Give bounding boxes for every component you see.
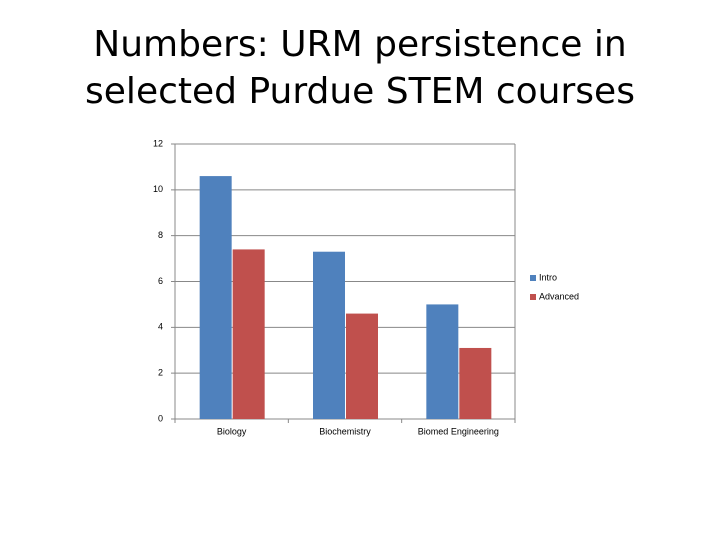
legend-swatch [530,294,536,300]
chart-title: Numbers: URM persistence in [93,24,626,65]
x-tick-label: Biomed Engineering [418,426,499,436]
y-tick-label: 2 [158,368,163,378]
bar [199,176,232,419]
legend-label: Advanced [539,291,579,301]
y-tick-label: 12 [153,138,163,148]
x-tick-label: Biochemistry [319,426,371,436]
bar [346,313,378,419]
chart-title: selected Purdue STEM courses [85,71,635,112]
y-tick-label: 4 [158,322,163,332]
legend-label: Intro [539,272,557,282]
y-tick-label: 6 [158,276,163,286]
bar [426,304,459,419]
y-tick-label: 8 [158,230,163,240]
legend-swatch [530,275,536,281]
bar [459,347,492,419]
x-tick-label: Biology [217,426,247,436]
bar [313,251,345,419]
bar [232,249,265,419]
y-tick-label: 0 [158,413,163,423]
y-tick-label: 10 [153,184,163,194]
